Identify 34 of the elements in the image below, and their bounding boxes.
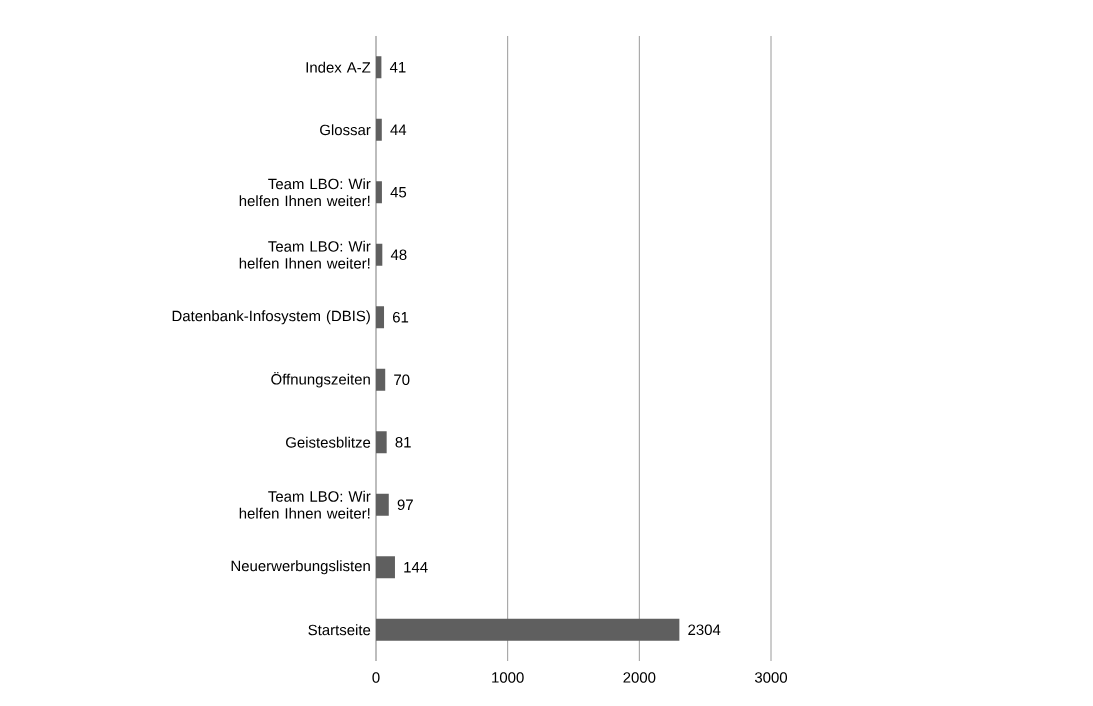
y-tick-label: Geistesblitze bbox=[286, 436, 371, 448]
bar bbox=[376, 243, 383, 266]
x-tick-label: 1000 bbox=[492, 672, 524, 683]
y-tick-label: Team LBO: Wir helfen Ihnen weiter! bbox=[239, 240, 371, 269]
y-tick-label: Neuerwerbungslisten bbox=[231, 560, 370, 575]
y-tick-label: Startseite bbox=[308, 624, 371, 636]
data-label: 2304 bbox=[688, 624, 721, 636]
bar bbox=[376, 306, 385, 329]
data-label: 48 bbox=[390, 249, 407, 261]
bar bbox=[376, 556, 395, 579]
data-label: 144 bbox=[404, 562, 428, 573]
data-label: 97 bbox=[397, 499, 413, 511]
y-tick-label: Glossar bbox=[320, 124, 371, 136]
x-tick-label: 3000 bbox=[754, 672, 788, 683]
data-label: 45 bbox=[390, 187, 407, 198]
y-tick-label: Datenbank-Infosystem (DBIS) bbox=[172, 310, 370, 325]
x-tick-label: 2000 bbox=[623, 672, 656, 683]
data-label: 61 bbox=[393, 311, 409, 323]
bar bbox=[376, 181, 382, 204]
y-tick-label: Team LBO: Wir helfen Ihnen weiter! bbox=[239, 178, 371, 207]
bar bbox=[376, 618, 680, 641]
y-tick-label: Index A-Z bbox=[306, 61, 371, 73]
data-label: 81 bbox=[395, 436, 411, 448]
data-label: 41 bbox=[389, 62, 406, 73]
bar bbox=[376, 56, 382, 79]
bar bbox=[376, 493, 389, 516]
x-tick-label: 0 bbox=[372, 672, 380, 683]
data-label: 44 bbox=[390, 124, 407, 135]
y-tick-label: Team LBO: Wir helfen Ihnen weiter! bbox=[239, 490, 371, 519]
bar bbox=[376, 368, 386, 391]
data-label: 70 bbox=[394, 374, 410, 386]
bar bbox=[376, 431, 387, 454]
bar bbox=[376, 118, 382, 141]
y-tick-label: Öffnungszeiten bbox=[271, 371, 370, 388]
